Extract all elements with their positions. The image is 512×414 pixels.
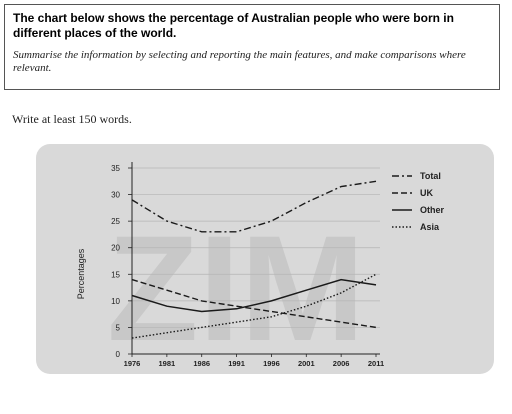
x-tick-label: 2011 <box>368 359 384 368</box>
series-lines <box>131 180 377 339</box>
legend: Total UK Other Asia <box>392 171 445 232</box>
legend-label: Total <box>420 171 441 181</box>
chart-container: ZIM 0 5 10 15 20 25 30 35 1976 1981 1986 1991 1996 20… <box>36 144 494 374</box>
y-tick-label: 0 <box>116 350 121 359</box>
y-tick-label: 5 <box>116 323 121 332</box>
x-tick-label: 1976 <box>124 359 141 368</box>
gridlines <box>132 167 380 328</box>
series-line-uk <box>131 278 377 329</box>
x-tick-label: 1981 <box>159 359 176 368</box>
y-tick-label: 35 <box>111 164 120 173</box>
watermark: ZIM <box>107 204 365 372</box>
x-tick-label: 1991 <box>228 359 245 368</box>
x-tick-label: 1996 <box>263 359 280 368</box>
x-tick-label: 2001 <box>298 359 315 368</box>
y-tick-label: 25 <box>111 217 120 226</box>
y-axis-label: Percentages <box>76 248 86 299</box>
legend-label: Asia <box>420 222 440 232</box>
y-tick-label: 30 <box>111 191 120 200</box>
task-box: The chart below shows the percentage of … <box>4 4 500 90</box>
word-count-note: Write at least 150 words. <box>12 112 132 126</box>
y-tick-label: 20 <box>111 244 120 253</box>
y-tick-label: 10 <box>111 297 120 306</box>
y-tick-label: 15 <box>111 270 120 279</box>
legend-label: Other <box>420 205 445 215</box>
x-tick-label: 1986 <box>193 359 210 368</box>
task-instruction: Summarise the information by selecting a… <box>13 49 466 74</box>
series-line-total <box>131 180 377 233</box>
axes: 0 5 10 15 20 25 30 35 1976 1981 1986 1991 1996 2001 20… <box>111 162 384 368</box>
series-line-other <box>131 278 377 313</box>
x-tick-label: 2006 <box>333 359 350 368</box>
chart-background <box>36 144 494 374</box>
series-line-asia <box>131 273 377 339</box>
line-chart: ZIM 0 5 10 15 20 25 30 35 1976 1981 1986 1991 1996 20… <box>36 144 494 374</box>
task-title: The chart below shows the percentage of … <box>13 11 454 40</box>
legend-label: UK <box>420 188 433 198</box>
